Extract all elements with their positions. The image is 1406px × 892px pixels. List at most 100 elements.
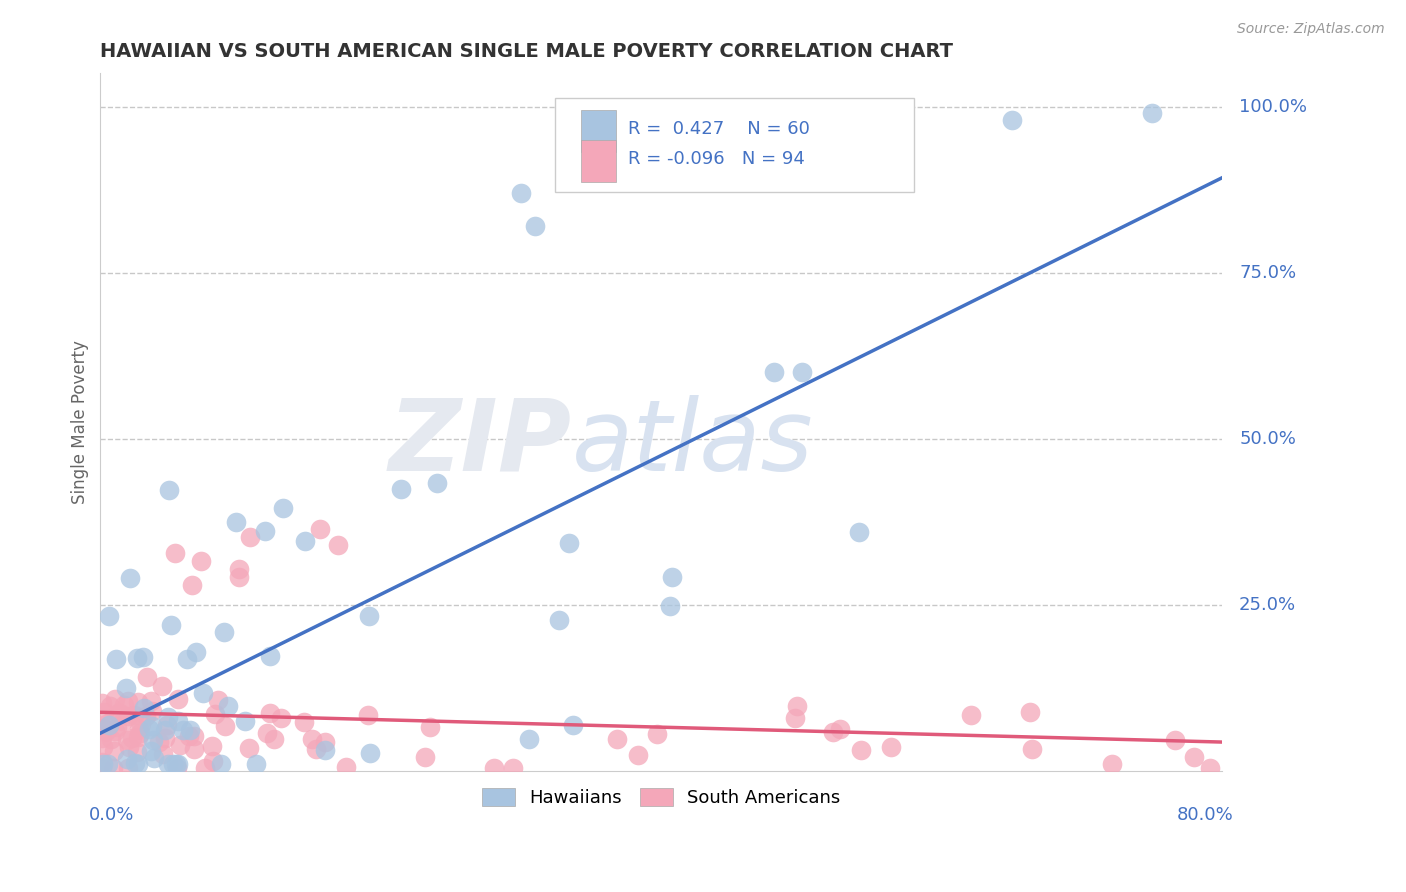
Point [524, 219, 547, 234]
Point [148, 734, 170, 748]
Point [156, 709, 179, 723]
Point [606, 732, 628, 747]
Point [190, 554, 212, 568]
Point [105, 720, 128, 734]
Point [94, 723, 117, 738]
Point [259, 706, 281, 720]
Y-axis label: Single Male Poverty: Single Male Poverty [72, 341, 89, 504]
Point [426, 475, 449, 490]
FancyBboxPatch shape [581, 140, 616, 182]
Point [828, 722, 851, 736]
Point [548, 613, 571, 627]
Point [880, 739, 903, 754]
Point [193, 686, 215, 700]
Point [173, 723, 195, 737]
Point [413, 749, 436, 764]
Point [104, 692, 127, 706]
Point [245, 757, 267, 772]
Point [292, 715, 315, 730]
Point [1021, 742, 1043, 756]
Legend: Hawaiians, South Americans: Hawaiians, South Americans [475, 780, 848, 814]
Point [142, 733, 165, 747]
Point [93, 721, 115, 735]
Point [259, 649, 281, 664]
Point [502, 761, 524, 775]
Point [201, 739, 224, 753]
Text: ZIP: ZIP [388, 395, 572, 491]
Point [183, 729, 205, 743]
Point [848, 524, 870, 539]
Point [162, 757, 184, 772]
Point [117, 709, 139, 723]
Point [1199, 761, 1222, 775]
Point [153, 731, 176, 746]
Point [128, 723, 150, 737]
Text: atlas: atlas [572, 395, 813, 491]
Point [141, 744, 163, 758]
Point [143, 751, 166, 765]
Point [90, 731, 112, 746]
Point [115, 681, 138, 695]
Point [849, 743, 872, 757]
Text: 100.0%: 100.0% [1239, 97, 1308, 116]
Point [121, 731, 143, 745]
Point [179, 723, 201, 737]
Point [359, 746, 381, 760]
Point [167, 714, 190, 729]
Point [359, 608, 381, 623]
Point [98, 698, 121, 713]
Point [821, 724, 844, 739]
Text: R = -0.096   N = 94: R = -0.096 N = 94 [627, 150, 804, 169]
Point [167, 691, 190, 706]
Point [228, 562, 250, 576]
Point [181, 578, 204, 592]
Point [132, 701, 155, 715]
Point [790, 366, 813, 380]
Point [263, 732, 285, 747]
Point [1182, 750, 1205, 764]
Point [156, 757, 179, 772]
Point [209, 757, 232, 772]
Point [201, 754, 224, 768]
Point [238, 740, 260, 755]
Point [150, 679, 173, 693]
Point [100, 732, 122, 747]
Point [419, 721, 441, 735]
Point [91, 739, 114, 754]
Point [233, 714, 256, 728]
Point [165, 546, 187, 560]
Point [166, 761, 188, 775]
Point [104, 723, 127, 738]
Point [194, 761, 217, 775]
Point [627, 747, 650, 762]
Point [160, 618, 183, 632]
Point [253, 524, 276, 538]
FancyBboxPatch shape [555, 98, 914, 192]
Point [157, 483, 180, 497]
Point [112, 698, 135, 712]
Point [207, 692, 229, 706]
Point [108, 706, 131, 720]
Point [125, 651, 148, 665]
Point [482, 761, 505, 775]
Point [105, 652, 128, 666]
Point [294, 533, 316, 548]
Point [256, 725, 278, 739]
Point [326, 538, 349, 552]
Point [389, 482, 412, 496]
Text: 80.0%: 80.0% [1177, 806, 1233, 824]
Point [558, 536, 581, 550]
Point [93, 705, 115, 719]
Point [136, 670, 159, 684]
Text: R =  0.427    N = 60: R = 0.427 N = 60 [627, 120, 810, 138]
Point [117, 761, 139, 775]
Point [225, 515, 247, 529]
Point [127, 757, 149, 772]
Point [1140, 106, 1163, 120]
Point [91, 755, 114, 769]
Point [562, 718, 585, 732]
Point [107, 706, 129, 721]
Point [517, 731, 540, 746]
Point [122, 708, 145, 723]
Point [103, 744, 125, 758]
